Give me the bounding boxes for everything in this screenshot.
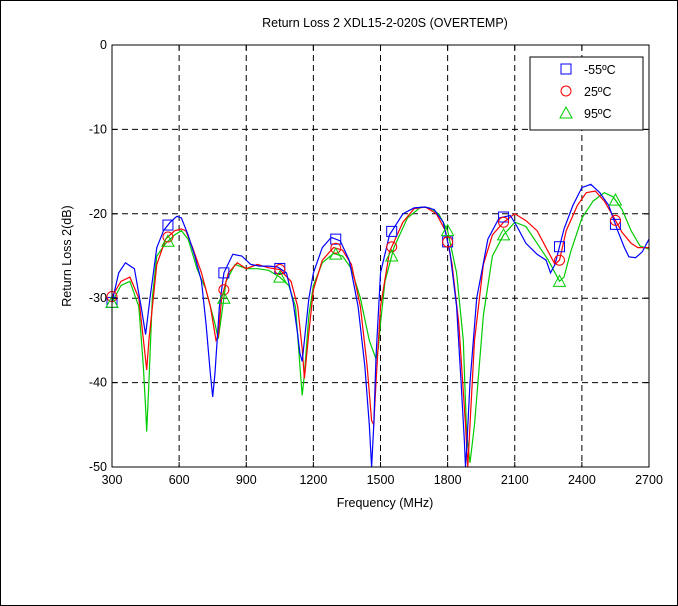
y-tick-label: -30 <box>89 291 107 305</box>
data-point-marker <box>498 211 510 223</box>
legend-marker <box>559 105 573 119</box>
x-tick-label: 2400 <box>568 473 596 487</box>
data-point-marker <box>330 233 342 245</box>
y-tick-label: -10 <box>89 122 107 136</box>
data-point-marker <box>440 223 455 237</box>
legend-marker <box>560 85 572 97</box>
x-tick-label: 900 <box>236 473 257 487</box>
legend: -55ºC 25ºC 95ºC <box>529 56 644 131</box>
data-point-marker <box>272 270 287 283</box>
legend-marker <box>560 63 572 75</box>
x-tick-label: 1500 <box>367 473 395 487</box>
legend-box <box>529 56 644 131</box>
data-point-marker <box>384 248 399 262</box>
x-tick-label: 600 <box>169 473 190 487</box>
series-layer <box>105 183 650 468</box>
data-point-marker <box>162 219 174 231</box>
data-point-marker <box>386 241 398 253</box>
x-tick-label: 1200 <box>299 473 327 487</box>
legend-label: 25ºC <box>584 85 612 99</box>
data-point-marker <box>498 216 510 228</box>
x-tick-label: 300 <box>102 473 123 487</box>
x-tick-label: 2700 <box>635 473 663 487</box>
legend-label: 95ºC <box>584 107 612 121</box>
data-point-marker <box>161 234 175 247</box>
y-tick-label: -40 <box>89 376 107 390</box>
x-tick-label: 2100 <box>501 473 529 487</box>
data-point-marker <box>609 214 621 226</box>
axis-ticks: 300 600 900 1200 1500 1800 2100 2400 2700 0 -10 -20… <box>89 38 663 487</box>
data-point-marker <box>554 241 565 253</box>
data-point-marker <box>328 247 343 260</box>
y-axis-label: Return Loss 2(dB) <box>60 205 74 306</box>
data-point-marker <box>218 267 230 279</box>
data-point-marker <box>218 284 230 296</box>
legend-label: -55ºC <box>584 63 616 77</box>
data-point-marker <box>162 231 174 243</box>
data-point-marker <box>386 225 398 237</box>
chart-title: Return Loss 2 XDL15-2-020S (OVERTEMP) <box>262 16 508 30</box>
x-axis-label: Frequency (MHz) <box>337 496 434 510</box>
data-point-marker <box>274 264 286 276</box>
data-point-marker <box>554 254 565 266</box>
data-point-marker <box>217 291 231 304</box>
y-tick-label: 0 <box>100 38 107 52</box>
data-point-marker <box>442 236 454 248</box>
data-point-marker <box>496 227 511 241</box>
data-point-marker <box>609 218 621 230</box>
data-point-marker <box>552 274 567 287</box>
series-line-0 <box>111 183 650 468</box>
data-point-marker <box>330 242 342 254</box>
data-point-marker <box>608 193 623 206</box>
y-tick-label: -50 <box>89 460 107 474</box>
y-tick-label: -20 <box>89 207 107 221</box>
x-tick-label: 1800 <box>434 473 462 487</box>
